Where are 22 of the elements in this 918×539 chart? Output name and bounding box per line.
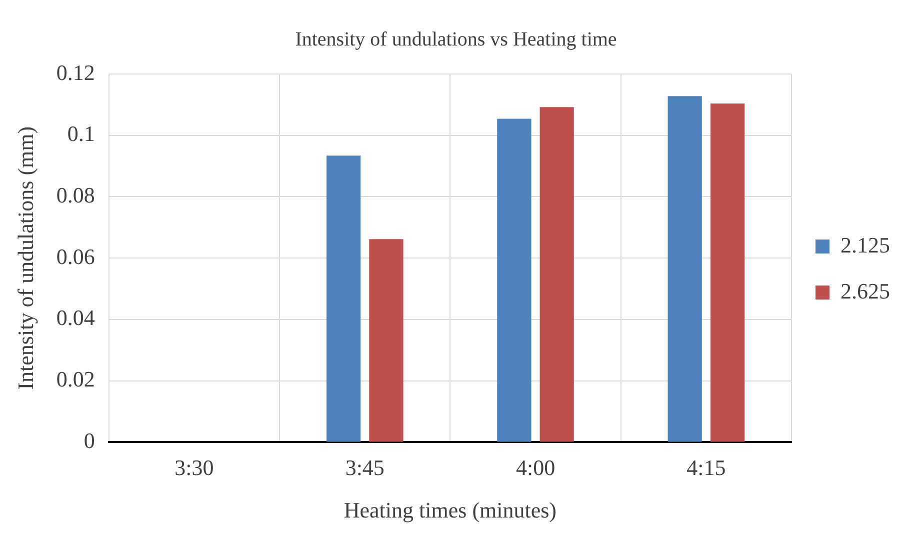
y-tick-label: 0 (84, 428, 95, 453)
x-tick-label: 3:30 (174, 455, 214, 480)
x-axis-title: Heating times (minutes) (344, 498, 557, 523)
x-tick-label: 4:15 (686, 455, 726, 480)
y-tick-label: 0.06 (56, 244, 95, 269)
x-tick-label: 4:00 (516, 455, 556, 480)
y-tick-label: 0.02 (56, 366, 95, 392)
bar (540, 107, 574, 442)
y-tick-label: 0.1 (67, 121, 95, 146)
legend-label: 2.625 (840, 278, 890, 304)
chart-title: Intensity of undulations vs Heating time (295, 28, 617, 50)
y-tick-label: 0.08 (56, 182, 95, 208)
bar (497, 118, 532, 442)
bar (369, 239, 404, 442)
x-tick-label: 3:45 (345, 455, 384, 480)
bar (326, 156, 361, 442)
bar (668, 96, 702, 442)
bar (710, 103, 745, 442)
y-tick-label: 0.04 (56, 305, 95, 330)
y-tick-label: 0.12 (56, 60, 95, 85)
legend-label: 2.125 (840, 232, 890, 258)
y-axis-title: Intensity of undulations (mm) (12, 126, 38, 390)
